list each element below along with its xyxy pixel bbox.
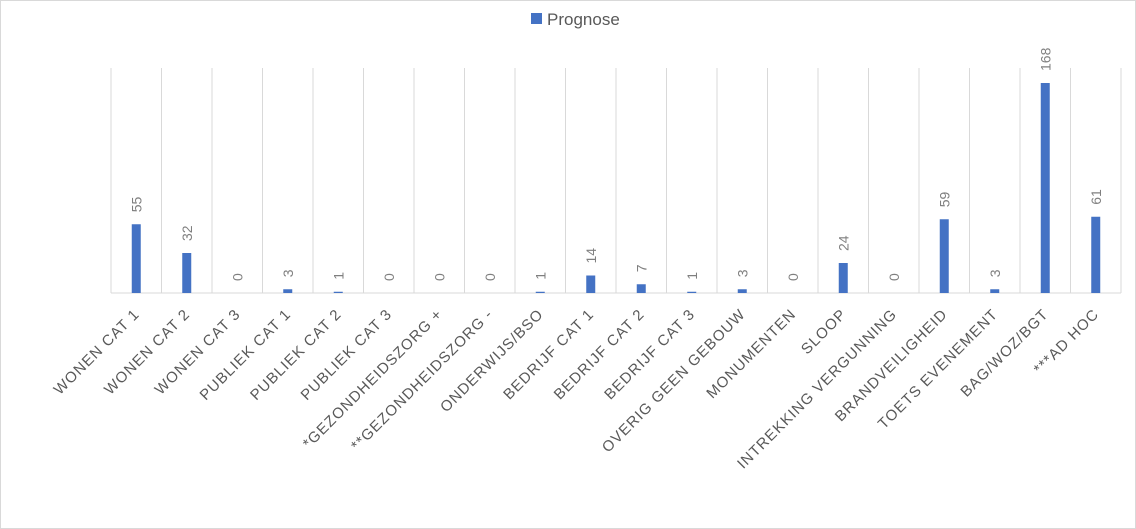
bar [687,291,697,293]
data-label: 0 [431,273,447,281]
data-label: 0 [229,273,245,281]
data-label: 32 [179,225,195,241]
bar [636,284,646,293]
bar [838,263,848,293]
data-label: 0 [785,273,801,281]
data-label: 7 [633,264,649,272]
bars [131,83,1101,293]
legend-label-prognose: Prognose [547,10,620,29]
data-label: 3 [280,269,296,277]
gridlines [110,68,1122,294]
category-label: BEDRIJF CAT 1 [500,306,597,403]
bar [737,289,747,293]
data-label: 59 [936,191,952,207]
bar [333,291,343,293]
data-label: 168 [1037,47,1053,71]
category-label: MONUMENTEN [703,306,799,402]
legend: Prognose [531,10,620,29]
data-label: 0 [886,273,902,281]
category-label: WONEN CAT 2 [101,306,193,398]
bar [283,289,293,293]
data-label: 24 [835,235,851,251]
legend-swatch [531,13,542,24]
category-label: SLOOP [798,306,850,358]
category-label: WONEN CAT 3 [152,306,244,398]
category-label: PUBLIEK CAT 2 [247,306,345,404]
bar [1040,83,1050,293]
bar [586,275,596,293]
data-label: 1 [532,272,548,280]
category-label: PUBLIEK CAT 3 [298,306,396,404]
bar [990,289,1000,293]
bar [182,253,192,293]
bar [939,219,949,293]
data-label: 3 [987,269,1003,277]
data-label: 0 [381,273,397,281]
data-label: 61 [1088,189,1104,205]
bar [535,291,545,293]
data-label: 55 [128,196,144,212]
data-label: 14 [583,248,599,264]
category-label: PUBLIEK CAT 1 [197,306,295,404]
bar [131,224,141,293]
category-label: WONEN CAT 1 [51,306,143,398]
category-label: BEDRIJF CAT 2 [551,306,648,403]
data-label: 0 [482,273,498,281]
data-label: 3 [734,269,750,277]
category-label: BEDRIJF CAT 3 [601,306,698,403]
bar [1091,216,1101,293]
data-label: 1 [330,272,346,280]
category-label: BAG/WOZ/BGT [957,306,1052,401]
data-labels: 55 32 0 3 1 0 0 0 1 14 7 1 3 0 24 0 59 3 168 61 [128,47,1104,281]
data-label: 1 [684,272,700,280]
